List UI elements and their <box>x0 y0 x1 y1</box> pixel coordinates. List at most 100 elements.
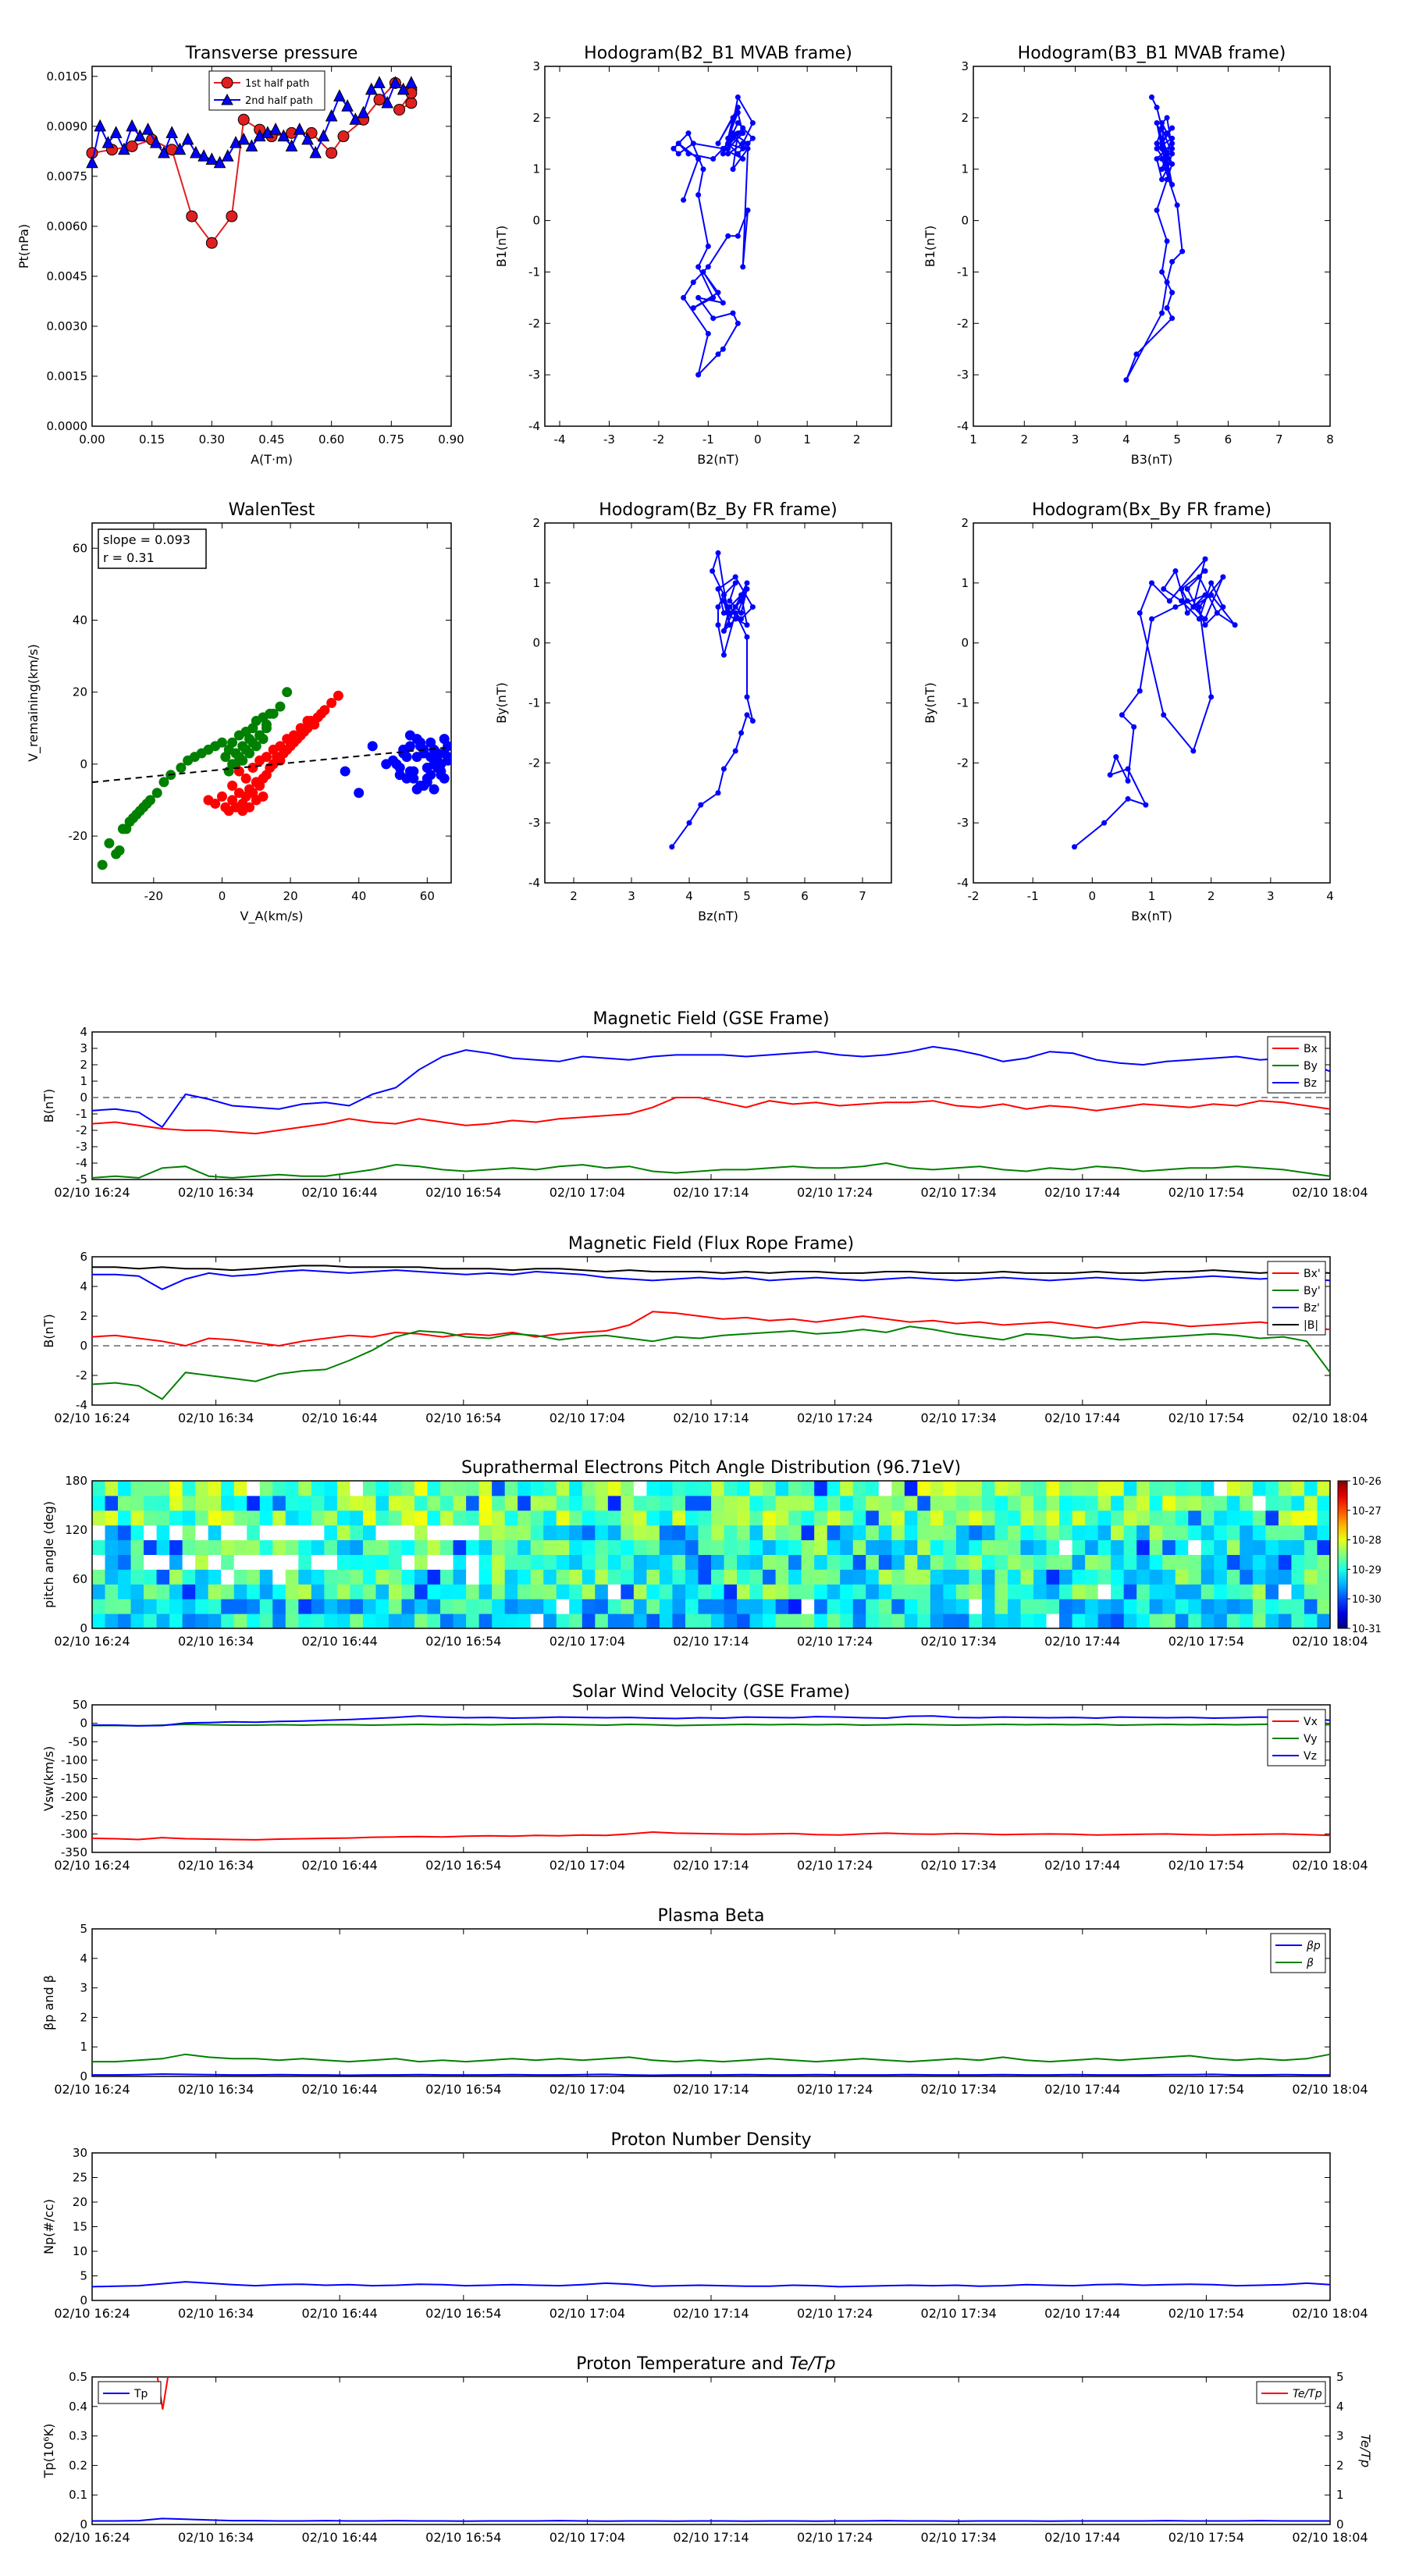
pt-point <box>317 129 330 142</box>
h2-point <box>1149 94 1154 101</box>
pad-cell <box>852 1481 866 1496</box>
pt-title: Transverse pressure <box>185 44 358 63</box>
h1-point <box>730 130 736 137</box>
pad-cell <box>272 1569 286 1585</box>
h3-point <box>715 790 721 796</box>
pad-cell <box>981 1584 995 1599</box>
pad-cell <box>350 1481 364 1496</box>
pad-cell <box>543 1569 557 1585</box>
pad-cell <box>156 1584 170 1599</box>
h1-point <box>735 320 741 326</box>
pad-cell <box>233 1614 247 1629</box>
pad-cell <box>685 1510 699 1526</box>
pad-cell <box>994 1569 1008 1585</box>
walen-xtick-label: 20 <box>283 889 298 903</box>
pad-cell <box>1317 1510 1331 1526</box>
pt-point <box>325 109 338 122</box>
pad-cell <box>1304 1510 1318 1526</box>
h1-point <box>695 192 702 198</box>
pad-cell <box>130 1554 144 1570</box>
pad-cell <box>1188 1539 1202 1555</box>
pad-cell <box>130 1481 144 1496</box>
pad-cell <box>350 1510 364 1526</box>
walen-point <box>158 777 169 788</box>
h3-point <box>715 604 721 610</box>
h4-point <box>1202 556 1208 562</box>
pad-cell <box>414 1525 429 1541</box>
pad-cell <box>350 1614 364 1629</box>
pad-cell <box>1136 1525 1151 1541</box>
pad-cell <box>672 1584 686 1599</box>
h1-point <box>690 305 696 311</box>
pad-cell <box>917 1614 931 1629</box>
pad-cell <box>724 1495 738 1511</box>
pad-cell <box>749 1481 763 1496</box>
pad-cell <box>1059 1525 1073 1541</box>
pad-cell <box>749 1525 763 1541</box>
pad-cell <box>247 1554 261 1570</box>
pt-point <box>237 132 251 145</box>
pad-cell <box>1007 1614 1021 1629</box>
pad-cell <box>453 1554 467 1570</box>
pt-xtick-label: 0.45 <box>258 432 284 447</box>
pad-cell <box>414 1481 429 1496</box>
pad-cell <box>711 1525 725 1541</box>
h2-xtick-label: 8 <box>1326 432 1334 447</box>
pad-cell <box>1200 1584 1215 1599</box>
pad-cell <box>672 1614 686 1629</box>
vsw-series-Vx <box>91 1831 1331 1841</box>
pad-cell <box>92 1525 106 1541</box>
pt-point <box>158 145 170 158</box>
pad-cell <box>582 1495 596 1511</box>
pad-cell <box>1162 1481 1176 1496</box>
h4-point <box>1161 586 1167 592</box>
pad-cell <box>994 1554 1008 1570</box>
pt-xlabel: A(T·m) <box>251 452 293 467</box>
pad-cell <box>840 1569 854 1585</box>
pad-cell <box>724 1525 738 1541</box>
pt-ytick-label: 0.0015 <box>47 369 88 383</box>
pad-cell <box>1149 1510 1163 1526</box>
pad-cell <box>530 1495 544 1511</box>
pad-cell <box>930 1554 944 1570</box>
pad-cell <box>401 1584 415 1599</box>
mag_gse-ytick-label: 1 <box>80 1074 87 1088</box>
pad-cell <box>492 1525 506 1541</box>
pad-cell <box>478 1510 493 1526</box>
pad-cell <box>852 1569 866 1585</box>
pad-cell <box>582 1614 596 1629</box>
pad-cell <box>607 1525 621 1541</box>
h1-point <box>715 290 721 296</box>
mag_fr-xtick-label: 02/10 17:14 <box>673 1411 749 1425</box>
h2-point <box>1169 290 1176 296</box>
pad-cell <box>298 1481 312 1496</box>
h1-point <box>681 197 687 203</box>
pad-cell <box>994 1510 1008 1526</box>
h1-point <box>725 145 731 151</box>
h4-point <box>1101 820 1108 826</box>
pad-xtick-label: 02/10 17:54 <box>1168 1634 1244 1649</box>
pad-cell <box>130 1539 144 1555</box>
pad-cell <box>801 1525 815 1541</box>
h2-xtick-label: 5 <box>1173 432 1181 447</box>
pad-cell <box>105 1599 119 1614</box>
pad-cell <box>981 1614 995 1629</box>
pad-cell <box>930 1481 944 1496</box>
h2-xtick-label: 4 <box>1122 432 1130 447</box>
pad-cell <box>1020 1495 1034 1511</box>
h4-point <box>1172 568 1179 574</box>
pad-cell <box>221 1584 235 1599</box>
pad-cell <box>1252 1599 1266 1614</box>
pad-cell <box>298 1510 312 1526</box>
pad-cell <box>1278 1569 1292 1585</box>
pt-point <box>237 113 250 126</box>
pad-cell <box>1226 1599 1240 1614</box>
pad-cell <box>633 1569 647 1585</box>
pad-cell <box>1111 1569 1125 1585</box>
walen-point <box>391 759 402 770</box>
pad-cell <box>336 1495 350 1511</box>
beta-ytick-label: 3 <box>80 1981 87 1995</box>
pad-cell <box>298 1539 312 1555</box>
pad-cell <box>801 1584 815 1599</box>
pad-cell <box>1059 1481 1073 1496</box>
